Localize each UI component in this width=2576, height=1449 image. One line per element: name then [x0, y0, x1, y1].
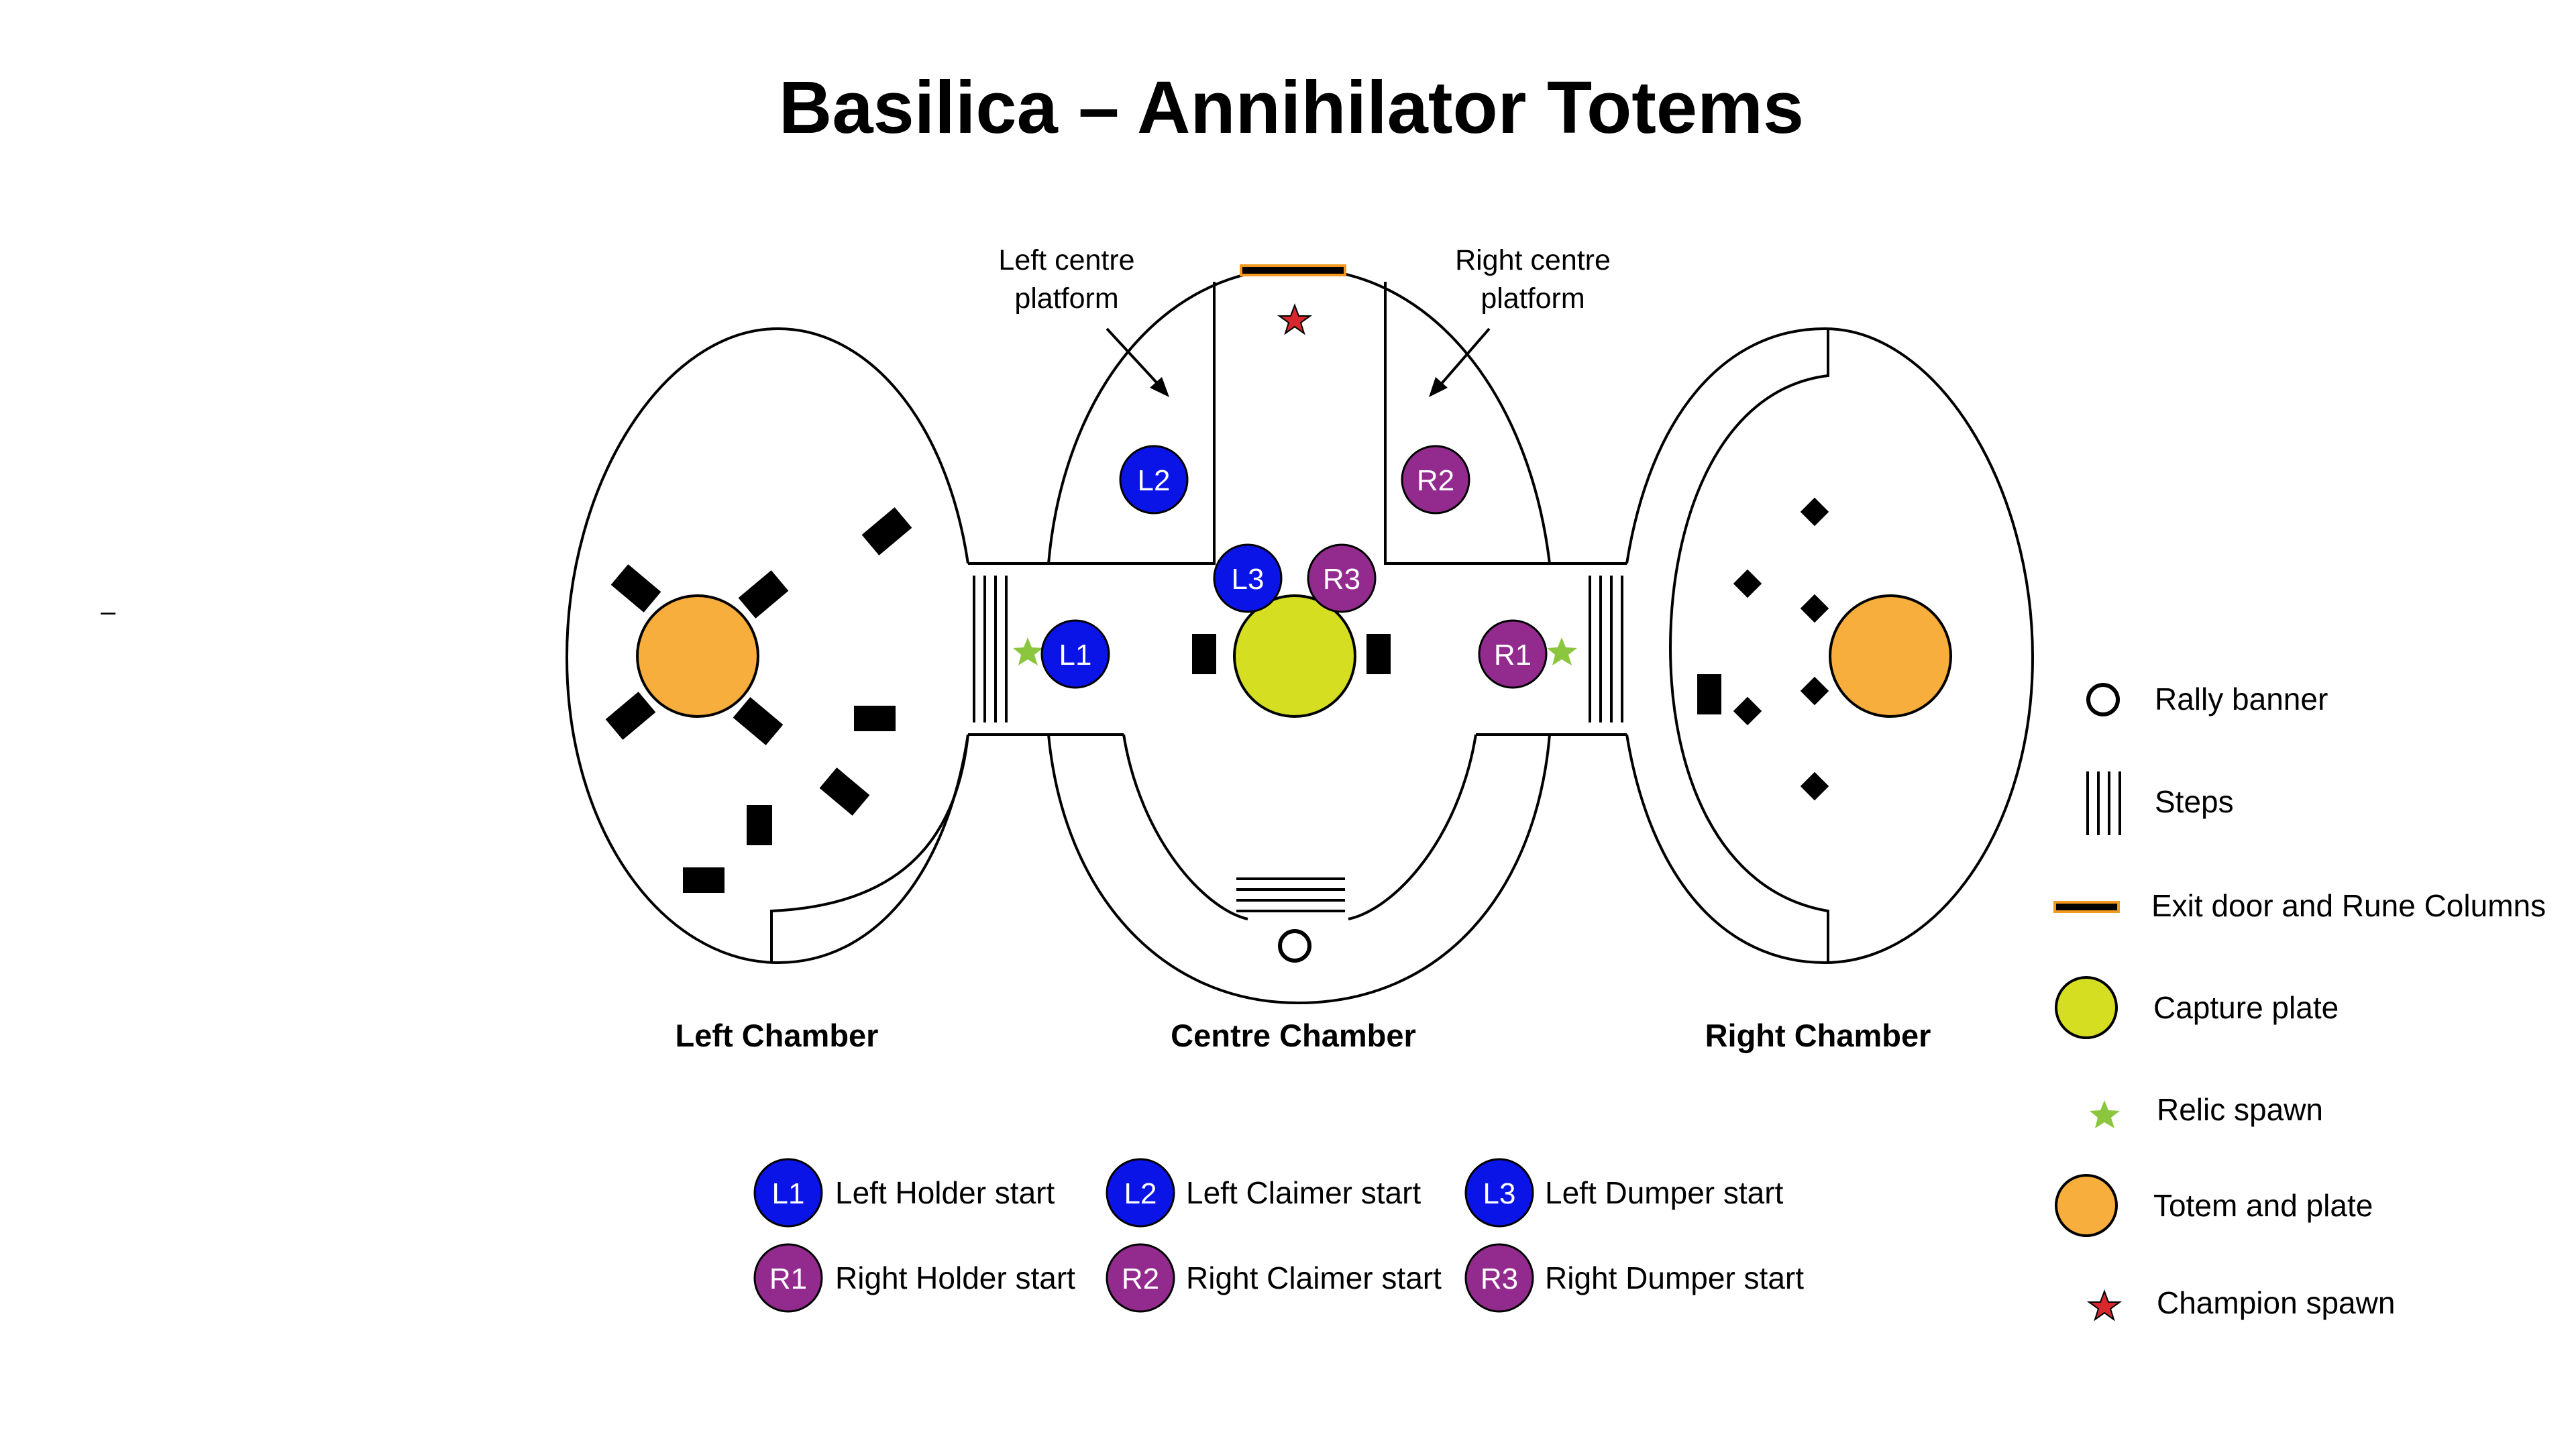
right-chamber-outline [1625, 327, 2035, 965]
start-marker-R2: R2 [1401, 445, 1470, 515]
svg-text:R1: R1 [1494, 639, 1532, 672]
start-key-L1: L1 Left Holder start [753, 1158, 1055, 1228]
start-marker-R1: R1 [1478, 619, 1548, 689]
callout-left-centre-line1: Left centre [998, 244, 1134, 276]
start-key-R3: R3 Right Dumper start [1464, 1243, 1804, 1313]
svg-text:R2: R2 [1417, 464, 1454, 497]
centre-chamber-label: Centre Chamber [1171, 1018, 1416, 1053]
start-key: L1 Left Holder start L2 Left Claimer sta… [753, 1158, 1804, 1313]
callout-right-centre-line1: Right centre [1455, 244, 1611, 276]
svg-text:L3: L3 [1232, 563, 1265, 596]
start-key-L3: L3 Left Dumper start [1464, 1158, 1784, 1228]
svg-text:Steps: Steps [2155, 784, 2234, 819]
callout-left-centre-line2: platform [1014, 282, 1118, 315]
svg-text:Champion spawn: Champion spawn [2157, 1285, 2395, 1320]
steps-centre-south [1236, 877, 1345, 912]
symbol-legend: Rally banner Steps Exit door and Rune Co… [2053, 682, 2546, 1322]
svg-text:Right Holder start: Right Holder start [835, 1260, 1075, 1295]
svg-text:Left Holder start: Left Holder start [835, 1175, 1055, 1210]
relic-spawn-left [1013, 637, 1043, 665]
svg-text:L1: L1 [772, 1177, 805, 1210]
rally-banner [1278, 929, 1311, 963]
svg-text:Totem and plate: Totem and plate [2153, 1188, 2373, 1223]
callout-right-centre-line2: platform [1481, 282, 1585, 315]
svg-text:L3: L3 [1483, 1177, 1516, 1210]
legend-totem-plate: Totem and plate [2055, 1174, 2373, 1237]
svg-text:R3: R3 [1481, 1263, 1518, 1295]
legend-rally-banner: Rally banner [2086, 682, 2328, 716]
page-title: Basilica – Annihilator Totems [779, 66, 1804, 149]
callout-right-arrow [1434, 327, 1491, 392]
svg-text:Relic spawn: Relic spawn [2157, 1092, 2323, 1127]
svg-text:L1: L1 [1059, 639, 1092, 672]
left-totem-plate [636, 594, 759, 718]
left-chamber-outline [565, 327, 969, 965]
relic-spawn-right [1547, 637, 1577, 665]
right-chamber-label: Right Chamber [1705, 1018, 1931, 1053]
stray-dash: – [101, 597, 116, 627]
svg-text:R2: R2 [1122, 1263, 1159, 1295]
svg-text:L2: L2 [1138, 464, 1171, 497]
centre-lower-lobe-inner [1122, 734, 1477, 920]
callout-left-arrowhead [1150, 377, 1169, 397]
svg-text:Left Dumper start: Left Dumper start [1545, 1175, 1784, 1210]
steps-right-corridor [1589, 576, 1623, 722]
steps-left-corridor [973, 576, 1008, 722]
capture-plate-icon [2055, 976, 2118, 1039]
svg-text:Capture plate: Capture plate [2153, 990, 2339, 1025]
left-chamber-pillars [605, 507, 912, 893]
left-chamber-label: Left Chamber [676, 1018, 879, 1053]
start-key-L2: L2 Left Claimer start [1106, 1158, 1421, 1228]
legend-exit-door: Exit door and Rune Columns [2053, 888, 2546, 923]
champion-spawn-star [1277, 303, 1313, 335]
right-centre-platform-wall [1384, 282, 1550, 565]
steps-icon [2086, 771, 2121, 835]
svg-text:R1: R1 [769, 1263, 807, 1295]
left-chamber-inner-wall [770, 734, 969, 963]
callout-right-arrowhead [1429, 377, 1448, 397]
exit-door-icon [2053, 901, 2120, 913]
start-marker-L1: L1 [1040, 619, 1110, 689]
right-totem-plate [1829, 594, 1952, 718]
svg-text:Exit door and Rune Columns: Exit door and Rune Columns [2151, 888, 2546, 923]
svg-text:Rally banner: Rally banner [2155, 682, 2328, 716]
exit-door [1240, 264, 1346, 276]
start-marker-R3: R3 [1307, 543, 1377, 613]
capture-pillar-left [1192, 634, 1216, 674]
start-marker-L2: L2 [1119, 445, 1189, 515]
champion-spawn-icon [2086, 1289, 2123, 1322]
right-chamber-pillars [1697, 497, 1829, 801]
svg-text:Right Claimer start: Right Claimer start [1186, 1260, 1442, 1295]
rally-banner-icon [2086, 683, 2120, 716]
svg-text:L2: L2 [1124, 1177, 1157, 1210]
start-key-R2: R2 Right Claimer start [1106, 1243, 1442, 1313]
svg-text:Left Claimer start: Left Claimer start [1186, 1175, 1421, 1210]
totem-plate-icon [2055, 1174, 2118, 1237]
left-centre-platform-wall [1049, 282, 1216, 565]
start-marker-L3: L3 [1213, 543, 1283, 613]
callout-left-arrow [1106, 327, 1165, 392]
start-key-R1: R1 Right Holder start [753, 1243, 1075, 1313]
legend-relic-spawn: Relic spawn [2090, 1092, 2323, 1128]
capture-plate [1233, 594, 1356, 718]
legend-champion-spawn: Champion spawn [2086, 1285, 2395, 1322]
centre-upper-lobe-outline [1047, 266, 1551, 564]
centre-lower-lobe-outer [1047, 734, 1551, 1005]
legend-capture-plate: Capture plate [2055, 976, 2339, 1039]
capture-pillar-right [1366, 634, 1391, 674]
relic-spawn-icon [2090, 1100, 2120, 1128]
svg-text:R3: R3 [1323, 563, 1360, 596]
svg-text:Right Dumper start: Right Dumper start [1545, 1260, 1804, 1295]
right-chamber-inner-wall [1668, 329, 1829, 963]
legend-steps: Steps [2086, 771, 2234, 835]
